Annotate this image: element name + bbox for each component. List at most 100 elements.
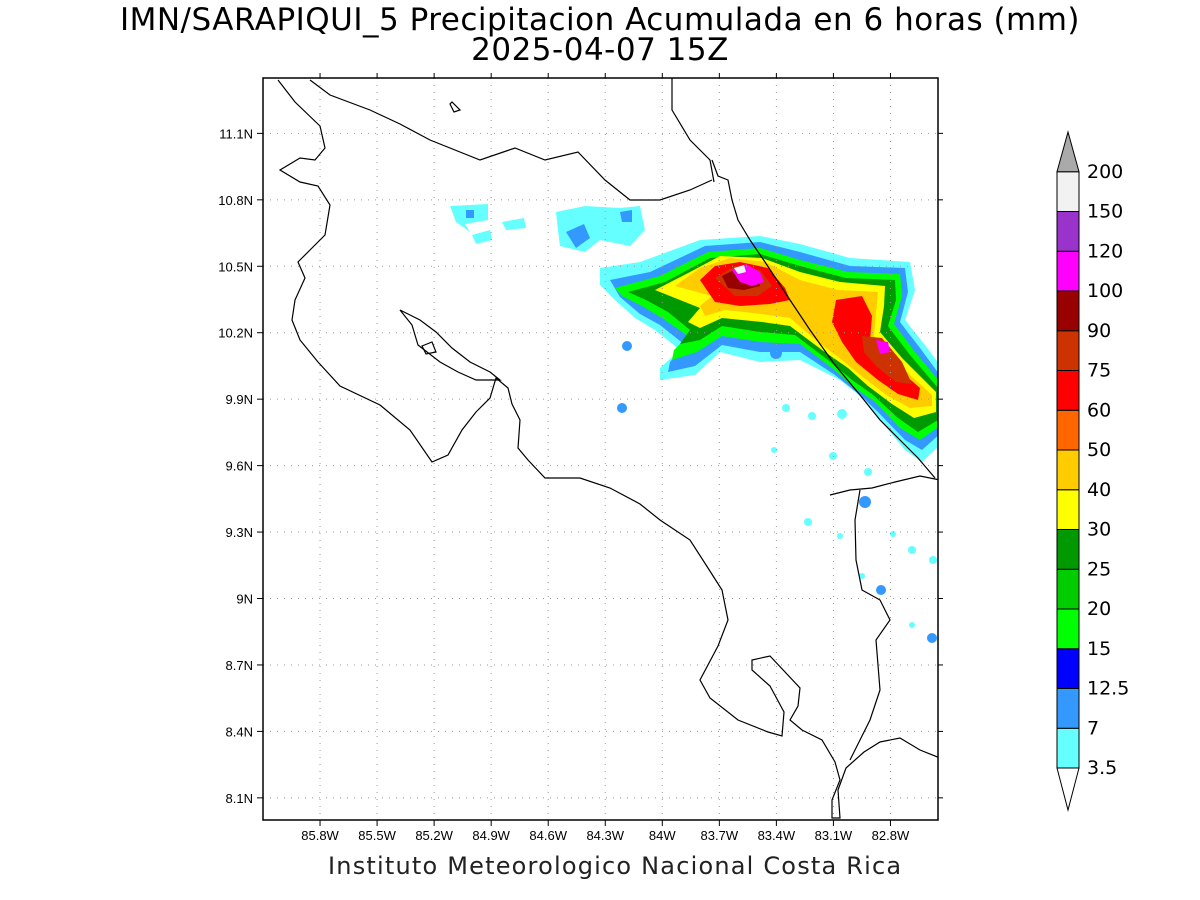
precip-cell — [502, 218, 526, 230]
precip-150 — [734, 265, 746, 274]
caribbean-coastline — [711, 159, 936, 479]
colorbar-label: 90 — [1087, 320, 1111, 342]
colorbar-label: 3.5 — [1087, 757, 1117, 779]
precip-cell — [859, 573, 865, 579]
map-subtitle-date: 2025-04-07 15Z — [471, 32, 729, 68]
colorbar-label: 75 — [1087, 360, 1111, 382]
precip-cell — [622, 341, 632, 351]
precipitation-field — [450, 204, 938, 643]
precip-cell — [837, 409, 847, 419]
lat-tick-label: 10.8N — [218, 193, 253, 208]
colorbar-swatch — [1056, 250, 1080, 292]
colorbar-label: 7 — [1087, 717, 1099, 739]
lat-tick-label: 9N — [236, 592, 253, 607]
colorbar-swatch — [1056, 370, 1080, 411]
colorbar-upper-arrow — [1056, 130, 1080, 173]
lat-tick-label: 8.7N — [226, 658, 253, 673]
precip-cell — [620, 210, 632, 222]
colorbar-swatch — [1056, 409, 1080, 451]
panama-border — [829, 475, 938, 761]
colorbar-swatch — [1056, 489, 1080, 530]
lat-tick-label: 8.1N — [226, 791, 253, 806]
lon-tick-label: 84W — [649, 828, 676, 843]
precip-cell — [890, 531, 896, 537]
colorbar-swatch — [1056, 290, 1080, 332]
colorbar-swatch — [1056, 688, 1080, 729]
precip-cell — [808, 412, 816, 420]
precip-120 — [732, 264, 890, 354]
colorbar-label: 15 — [1087, 638, 1111, 660]
footer-credit: Instituto Meteorologico Nacional Costa R… — [328, 852, 903, 880]
pacific-coastline — [277, 79, 938, 819]
lat-tick-label: 10.5N — [218, 259, 253, 274]
precip-cell — [909, 622, 915, 628]
map-area — [263, 78, 938, 820]
colorbar-swatch — [1056, 330, 1080, 371]
coastlines — [277, 78, 938, 819]
colorbar-label: 20 — [1087, 598, 1111, 620]
precip-cell — [566, 224, 590, 248]
lon-tick-label: 84.6W — [529, 828, 567, 843]
precip-cell — [929, 556, 937, 564]
colorbar-swatch — [1056, 648, 1080, 689]
lon-tick-label: 83.7W — [701, 828, 739, 843]
lat-tick-label: 11.1N — [219, 126, 253, 141]
colorbar-label: 60 — [1087, 399, 1111, 421]
precip-cell — [837, 533, 843, 539]
precip-cell — [770, 347, 782, 359]
lon-tick-label: 85.2W — [415, 828, 453, 843]
precip-cell — [782, 404, 790, 412]
colorbar-label: 25 — [1087, 558, 1111, 580]
colorbar-swatch — [1056, 727, 1080, 769]
precip-cell — [466, 210, 474, 218]
lat-tick-label: 10.2N — [218, 326, 253, 341]
precip-60 — [700, 262, 920, 400]
colorbar-label: 50 — [1087, 439, 1111, 461]
precip-cell — [908, 546, 916, 554]
colorbar-swatch — [1056, 211, 1080, 252]
nicoya-gulf-island — [399, 309, 502, 381]
precip-cell — [876, 585, 886, 595]
colorbar-label: 100 — [1087, 280, 1123, 302]
colorbar-label: 200 — [1087, 161, 1123, 183]
lat-tick-label: 9.9N — [226, 392, 253, 407]
colorbar-swatch — [1056, 568, 1080, 610]
colorbar-label: 150 — [1087, 201, 1123, 223]
colorbar-label: 40 — [1087, 479, 1111, 501]
colorbar-swatch — [1056, 171, 1080, 212]
map-frame — [262, 77, 939, 821]
lon-tick-label: 82.8W — [872, 828, 910, 843]
nicaragua-lake-island — [449, 101, 462, 113]
colorbar: 3.5 7 12.5 15 20 25 30 40 50 60 75 90 100 120 150 200 — [1056, 130, 1129, 812]
map-gridlines — [263, 78, 938, 820]
nicaragua-border — [309, 79, 713, 201]
colorbar-swatch — [1056, 608, 1080, 650]
lon-tick-label: 85.8W — [301, 828, 339, 843]
lat-tick-label: 9.6N — [226, 459, 253, 474]
precip-cell — [617, 403, 627, 413]
lon-tick-label: 85.5W — [358, 828, 396, 843]
lat-tick-label: 8.4N — [226, 724, 253, 739]
colorbar-swatch — [1056, 449, 1080, 491]
colorbar-label: 12.5 — [1087, 678, 1129, 700]
lon-tick-label: 83.4W — [758, 828, 796, 843]
map-title: IMN/SARAPIQUI_5 Precipitacion Acumulada … — [119, 2, 1081, 38]
precip-cell — [864, 468, 872, 476]
precip-cell — [771, 447, 777, 453]
colorbar-lower-arrow — [1056, 767, 1080, 812]
colorbar-label: 30 — [1087, 519, 1111, 541]
san-juan-river — [671, 78, 715, 183]
lat-tick-label: 9.3N — [226, 525, 253, 540]
colorbar-swatch — [1056, 529, 1080, 570]
precip-cell — [859, 496, 871, 508]
map-axes: 85.8W 85.5W 85.2W 84.9W 84.6W 84.3W 84W 83.7W 83… — [218, 73, 943, 843]
colorbar-label: 120 — [1087, 240, 1123, 262]
lon-tick-label: 84.3W — [586, 828, 624, 843]
lon-tick-label: 83.1W — [815, 828, 853, 843]
lon-tick-label: 84.9W — [472, 828, 510, 843]
precip-cell — [472, 230, 492, 244]
chira-island — [421, 341, 437, 355]
precip-cell — [804, 518, 812, 526]
precip-cell — [927, 633, 937, 643]
